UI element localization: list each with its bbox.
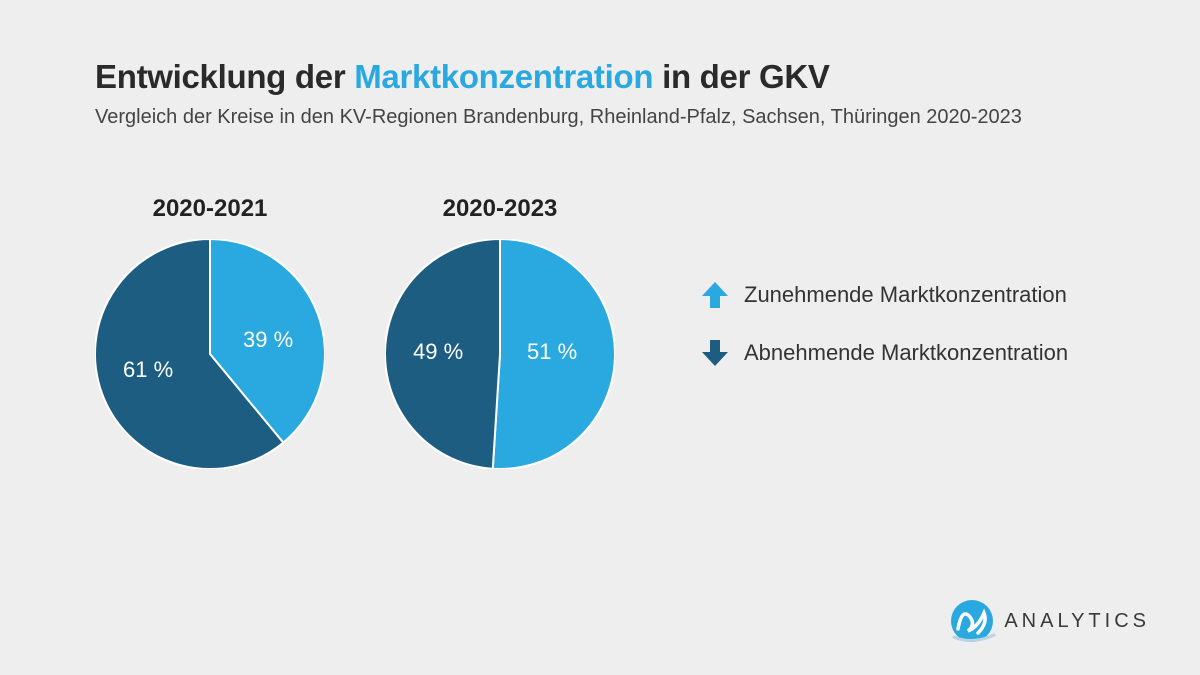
legend-item-increasing: Zunehmende Marktkonzentration [700, 280, 1068, 310]
brand: ANALYTICS [948, 597, 1150, 645]
slice-label-decreasing: 61 % [123, 357, 173, 383]
slice-label-decreasing: 49 % [413, 339, 463, 365]
legend-label: Abnehmende Marktkonzentration [744, 340, 1068, 366]
chart-title: 2020-2023 [385, 195, 615, 223]
slice-label-increasing: 39 % [243, 327, 293, 353]
pie-svg [95, 239, 325, 469]
pie-wrap: 51 % 49 % [385, 239, 615, 469]
legend-item-decreasing: Abnehmende Marktkonzentration [700, 338, 1068, 368]
brand-text: ANALYTICS [1004, 610, 1150, 633]
pie-chart-2020-2021: 2020-2021 39 % 61 % [95, 195, 325, 469]
title-highlight: Marktkonzentration [354, 58, 653, 95]
page-subtitle: Vergleich der Kreise in den KV-Regionen … [95, 106, 1022, 129]
page-title: Entwicklung der Marktkonzentration in de… [95, 58, 1022, 96]
legend-label: Zunehmende Marktkonzentration [744, 282, 1067, 308]
slice-label-increasing: 51 % [527, 339, 577, 365]
charts-row: 2020-2021 39 % 61 % 2020-2023 51 % 49 % [95, 195, 615, 469]
arrow-up-icon [700, 280, 730, 310]
pie-wrap: 39 % 61 % [95, 239, 325, 469]
chart-title: 2020-2021 [95, 195, 325, 223]
arrow-down-icon [700, 338, 730, 368]
legend: Zunehmende Marktkonzentration Abnehmende… [700, 280, 1068, 396]
brand-logo-icon [948, 597, 996, 645]
pie-chart-2020-2023: 2020-2023 51 % 49 % [385, 195, 615, 469]
header: Entwicklung der Marktkonzentration in de… [95, 58, 1022, 129]
title-prefix: Entwicklung der [95, 58, 354, 95]
title-suffix: in der GKV [653, 58, 829, 95]
